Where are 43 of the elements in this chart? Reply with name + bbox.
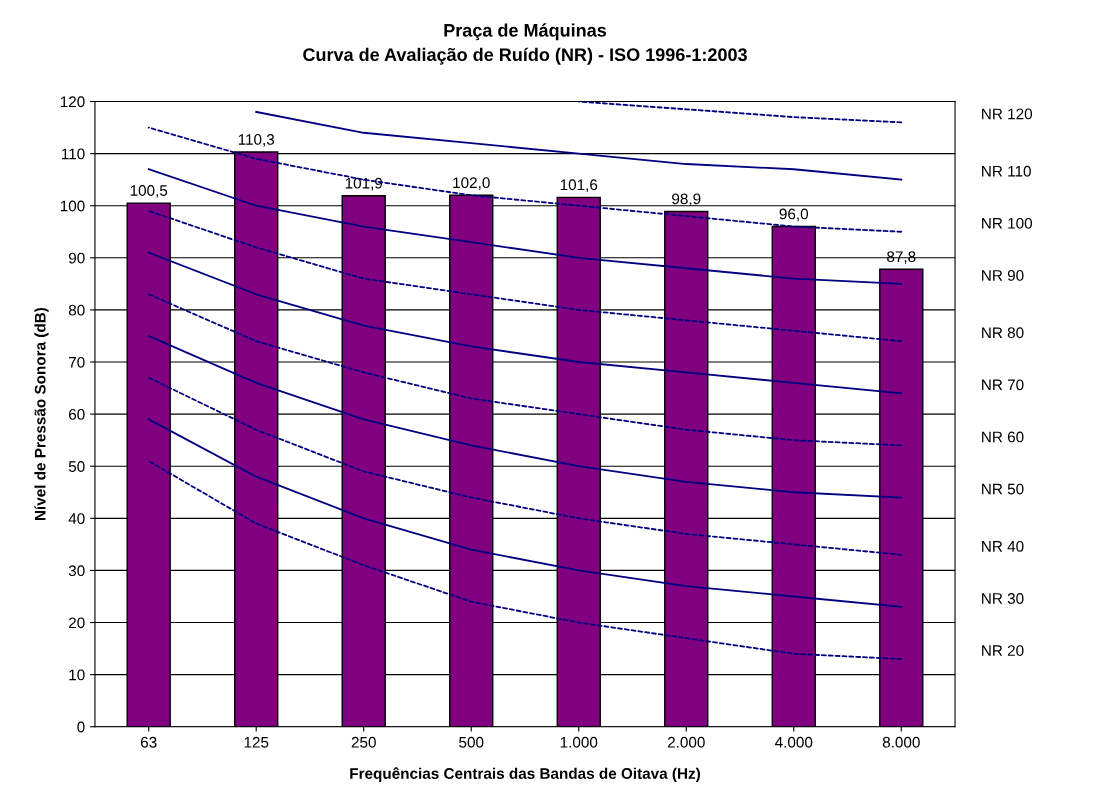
- text: NR 70: [982, 379, 1024, 391]
- y-tick-label: 30: [68, 565, 85, 577]
- data-label: 101,6: [560, 179, 598, 192]
- x-tick-label: 63: [140, 736, 157, 748]
- y-tick-label: 110: [62, 148, 85, 160]
- text: NR 20: [982, 645, 1024, 656]
- y-tick-label: 120: [60, 96, 85, 108]
- text: NR 40: [982, 540, 1024, 552]
- data-label: 100,5: [130, 185, 168, 198]
- data-label: 101,9: [345, 177, 383, 191]
- y-tick-label: 80: [68, 304, 85, 316]
- text: NR 30: [982, 593, 1024, 604]
- text: NR 80: [982, 327, 1024, 339]
- text: NR 60: [982, 431, 1024, 443]
- text: NR 100: [982, 217, 1033, 229]
- data-label: 110,3: [238, 134, 275, 147]
- chart-subtitle: Curva de Avaliação de Ruído (NR) - ISO 1996-1:2003: [303, 47, 747, 65]
- x-tick-label: 1.000: [560, 736, 598, 748]
- y-axis-title: Nível de Pressão Sonora (dB): [34, 307, 49, 521]
- y-tick-label: 50: [68, 461, 85, 472]
- data-label: 102,0: [453, 177, 490, 190]
- y-tick-label: 70: [69, 356, 85, 368]
- text: NR 50: [982, 483, 1024, 495]
- y-tick-label: 10: [69, 669, 85, 681]
- x-tick-label: 250: [351, 736, 376, 748]
- x-axis-title: Frequências Centrais das Bandas de Oitava (Hz): [350, 767, 700, 782]
- y-tick-label: 40: [68, 513, 85, 525]
- y-tick-label: 60: [69, 408, 85, 420]
- text: NR 110: [982, 165, 1031, 177]
- y-tick-label: 20: [69, 617, 85, 629]
- x-tick-label: 125: [244, 736, 269, 748]
- y-tick-label: 0: [77, 721, 85, 733]
- x-tick-label: 4.000: [775, 736, 813, 748]
- y-tick-label: 100: [60, 200, 85, 212]
- x-tick-label: 2.000: [667, 736, 705, 748]
- x-tick-label: 8.000: [882, 736, 920, 748]
- data-label: 98,9: [672, 193, 701, 207]
- x-tick-label: 500: [459, 736, 484, 748]
- chart-title: Praça de Máquinas: [444, 23, 607, 41]
- text: NR 90: [982, 270, 1024, 281]
- y-tick-label: 90: [68, 252, 85, 264]
- data-label: 96,0: [779, 208, 809, 222]
- text: NR 120: [982, 108, 1033, 120]
